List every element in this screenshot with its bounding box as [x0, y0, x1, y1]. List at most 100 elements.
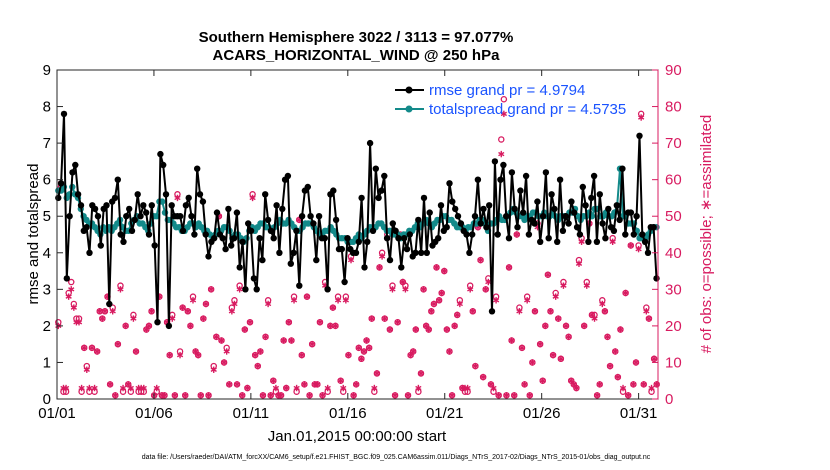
- legend-rmse-label: rmse grand pr = 4.9794: [429, 82, 585, 99]
- rmse-point: [304, 183, 311, 191]
- rmse-point: [239, 238, 246, 245]
- obs-assimilated-marker: [412, 326, 419, 333]
- obs-assimilated-marker: [197, 392, 204, 399]
- rmse-point: [517, 187, 524, 194]
- rmse-point: [307, 213, 314, 220]
- rmse-point: [253, 286, 260, 293]
- rmse-point: [392, 227, 399, 234]
- obs-assimilated-marker: [625, 392, 632, 399]
- rmse-point: [225, 205, 232, 213]
- rmse-point: [211, 235, 218, 242]
- rmse-layer: [55, 110, 660, 330]
- obs-assimilated-marker: [99, 315, 106, 322]
- rmse-point: [588, 194, 595, 202]
- rmse-point: [233, 209, 241, 216]
- obs-assimilated-marker: [169, 315, 176, 322]
- rmse-point: [616, 216, 623, 224]
- rmse-point: [556, 176, 564, 183]
- obs-assimilated-marker: [81, 344, 88, 352]
- obs-assimilated-marker: [490, 384, 497, 392]
- rmse-point: [126, 205, 133, 213]
- y-left-tick-label: 8: [43, 99, 51, 116]
- rmse-point: [443, 224, 450, 231]
- obs-assimilated-marker: [557, 355, 564, 362]
- obs-assimilated-marker: [552, 293, 559, 300]
- obs-assimilated-marker: [428, 308, 435, 315]
- rmse-point: [525, 231, 533, 238]
- rmse-point: [395, 235, 402, 242]
- rmse-point: [330, 187, 337, 194]
- obs-assimilated-marker: [264, 300, 272, 308]
- obs-assimilated-marker: [640, 381, 647, 388]
- rmse-point: [120, 238, 127, 245]
- obs-assimilated-marker: [176, 351, 184, 359]
- obs-assimilated-marker: [604, 333, 611, 341]
- x-tick-label: 01/26: [523, 405, 561, 422]
- rmse-point: [222, 245, 229, 253]
- rmse-point: [627, 209, 635, 216]
- y-left-tick-label: 7: [43, 135, 51, 152]
- rmse-point: [77, 202, 85, 209]
- obs-assimilated-marker: [513, 231, 520, 238]
- rmse-point: [622, 231, 629, 238]
- rmse-point: [293, 227, 300, 234]
- obs-assimilated-marker: [536, 340, 544, 348]
- obs-assimilated-marker: [306, 392, 313, 399]
- y-right-tick-label: 40: [665, 245, 682, 262]
- obs-possible-marker: [498, 136, 505, 143]
- rmse-point: [256, 235, 263, 242]
- rmse-point: [60, 110, 68, 118]
- y-left-tick-label: 0: [43, 391, 51, 408]
- rmse-point: [466, 249, 473, 256]
- rmse-point: [114, 176, 122, 183]
- rmse-point: [298, 213, 306, 220]
- obs-assimilated-marker: [259, 392, 267, 399]
- rmse-point: [148, 202, 155, 209]
- rmse-point: [338, 245, 345, 253]
- obs-assimilated-marker: [270, 377, 277, 384]
- rmse-point: [199, 198, 207, 205]
- obs-assimilated-marker: [319, 392, 326, 399]
- rmse-point: [500, 161, 507, 169]
- rmse-point: [437, 202, 445, 209]
- obs-assimilated-marker: [293, 384, 300, 392]
- rmse-point: [279, 205, 286, 213]
- obs-assimilated-marker: [179, 304, 186, 311]
- obs-assimilated-marker: [200, 315, 207, 322]
- rmse-point: [401, 235, 408, 242]
- obs-assimilated-marker: [482, 286, 489, 293]
- rmse-point: [452, 205, 459, 213]
- obs-assimilated-marker: [290, 297, 298, 304]
- rmse-point: [415, 216, 422, 224]
- obs-assimilated-marker: [239, 392, 246, 399]
- obs-assimilated-marker: [526, 392, 533, 399]
- rmse-point: [449, 198, 456, 205]
- rmse-point: [250, 275, 258, 282]
- rmse-point: [522, 172, 530, 180]
- y-left-tick-label: 1: [43, 354, 51, 371]
- obs-assimilated-marker: [632, 359, 640, 366]
- obs-assimilated-marker: [593, 392, 601, 399]
- legend: rmse grand pr = 4.9794 totalspread grand…: [395, 82, 626, 118]
- obs-assimilated-marker: [560, 282, 567, 289]
- rmse-point: [573, 224, 581, 231]
- obs-assimilated-marker: [454, 311, 461, 319]
- rmse-point: [457, 220, 465, 227]
- obs-assimilated-marker: [78, 384, 85, 392]
- rmse-point: [74, 191, 82, 198]
- rmse-point: [650, 224, 657, 231]
- obs-assimilated-marker: [345, 351, 352, 359]
- rmse-point: [196, 191, 204, 198]
- obs-assimilated-marker: [373, 370, 381, 377]
- y-right-tick-label: 90: [665, 62, 682, 79]
- obs-assimilated-marker: [327, 322, 334, 330]
- obs-assimilated-marker: [65, 293, 72, 300]
- rmse-point: [423, 249, 430, 256]
- obs-assimilated-marker: [565, 333, 572, 341]
- x-tick-label: 01/16: [329, 405, 367, 422]
- obs-assimilated-marker: [583, 282, 590, 289]
- obs-assimilated-marker: [542, 322, 549, 330]
- obs-assimilated-marker: [220, 359, 228, 366]
- obs-assimilated-marker: [314, 381, 321, 388]
